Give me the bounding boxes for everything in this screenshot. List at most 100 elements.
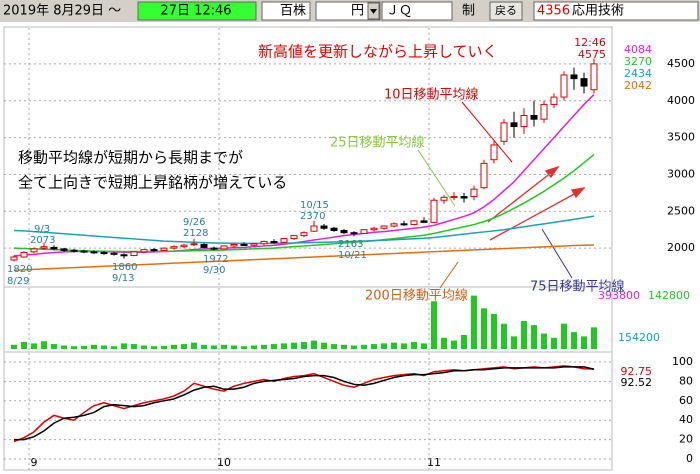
volume-bar [331,344,337,349]
ma-label: 25日移動平均線 [330,135,425,151]
candle-body [490,144,498,161]
note-date: 9/13 [112,273,134,284]
trend-arrows [487,165,586,241]
candle-body [430,199,438,223]
line-series [13,153,595,253]
candle-body [350,232,358,235]
candle-body [170,246,178,249]
candle-body [200,243,208,248]
time-text: 27日 12:46 [160,4,231,19]
volume-bar [91,344,97,349]
candle-body [500,122,508,142]
candle-body [400,223,408,226]
volume-bar [51,344,57,349]
company: 応用技術 [572,4,624,19]
volume-bar [161,345,167,349]
stock-code: 4356 [537,4,570,19]
note-date: 10/21 [338,250,367,261]
candle-body [240,243,248,246]
last-high: 4575 [578,48,606,61]
leader-line [461,101,513,163]
candle-body [580,78,588,87]
volume-bar [411,341,417,349]
volume-bar [341,344,347,349]
candle-body [250,243,258,246]
candle-body [50,246,58,250]
osc-current: 92.75 [621,365,653,378]
volume-bar [431,301,437,349]
volume-bar [151,346,157,349]
line-series [13,215,595,245]
leader-line [439,261,459,289]
candle-body [150,249,158,252]
volume-label: 142800 [648,289,690,302]
volume-bar [301,341,307,349]
market-box [381,1,453,21]
y-tick-label: 80 [679,374,693,387]
candle-body [380,225,388,229]
ma-current: 3270 [624,55,652,68]
candle-body [550,96,558,105]
volume-bar [41,341,47,349]
ma-current: 2042 [624,79,652,92]
candle-body [390,223,398,227]
candle-body [190,243,198,246]
candle-body [120,254,128,257]
y-tick-label: 4000 [667,94,695,107]
ma-current: 2434 [624,67,652,80]
volume-bar [511,336,517,349]
volume-bar [391,342,397,349]
note-price: 1972 [203,254,228,265]
volume-bar [281,343,287,349]
market: ＪＱ [386,4,412,19]
candle-body [220,245,228,250]
note-price: 2128 [183,228,208,239]
candle-body [210,247,218,250]
volume-bar [141,345,147,349]
y-tick-label: 0 [686,452,693,465]
ma-label: 10日移動平均線 [384,87,479,103]
volume-bar [231,345,237,349]
back-button[interactable] [489,1,523,21]
volume-bar [441,337,447,349]
note-date: 10/15 [300,200,329,211]
volume-bar [71,346,77,349]
volume-bar [591,327,597,349]
volume-bar [421,343,427,349]
note-price: 2073 [30,235,55,246]
volume-bar [101,345,107,349]
volume-bar [531,325,537,349]
note-price: 1860 [112,262,137,273]
candle-body [480,162,488,189]
candle-body [180,244,188,248]
candle-body [260,241,268,245]
volume-bar [311,340,317,349]
candle-body [590,63,598,91]
candle-body [90,251,98,254]
candle-body [410,220,418,226]
candle-body [510,122,518,128]
candle-body [570,74,578,80]
volume-bar [571,332,577,349]
candle-body [320,225,328,229]
volume-bar [351,345,357,349]
candle-body [440,196,448,201]
candle-body [370,227,378,231]
back-label: 戻る [495,4,517,17]
y-tick-label: 4500 [667,57,695,70]
y-tick-label: 20 [679,433,693,446]
currency-select[interactable] [315,1,381,21]
volume-bar [581,336,587,349]
candle-body [540,103,548,120]
annotation: 全て上向きで短期上昇銘柄が増えている [18,174,287,192]
candle-body [230,243,238,247]
dropdown-arrow [370,9,377,14]
candle-body [420,220,428,223]
volume-bar [191,342,197,349]
candle-body [160,247,168,251]
ma-label: 200日移動平均線 [365,288,468,304]
volume-bar [381,343,387,349]
date-range: 2019年 8月29日 ～ [3,4,121,19]
volume-bar [471,295,477,349]
